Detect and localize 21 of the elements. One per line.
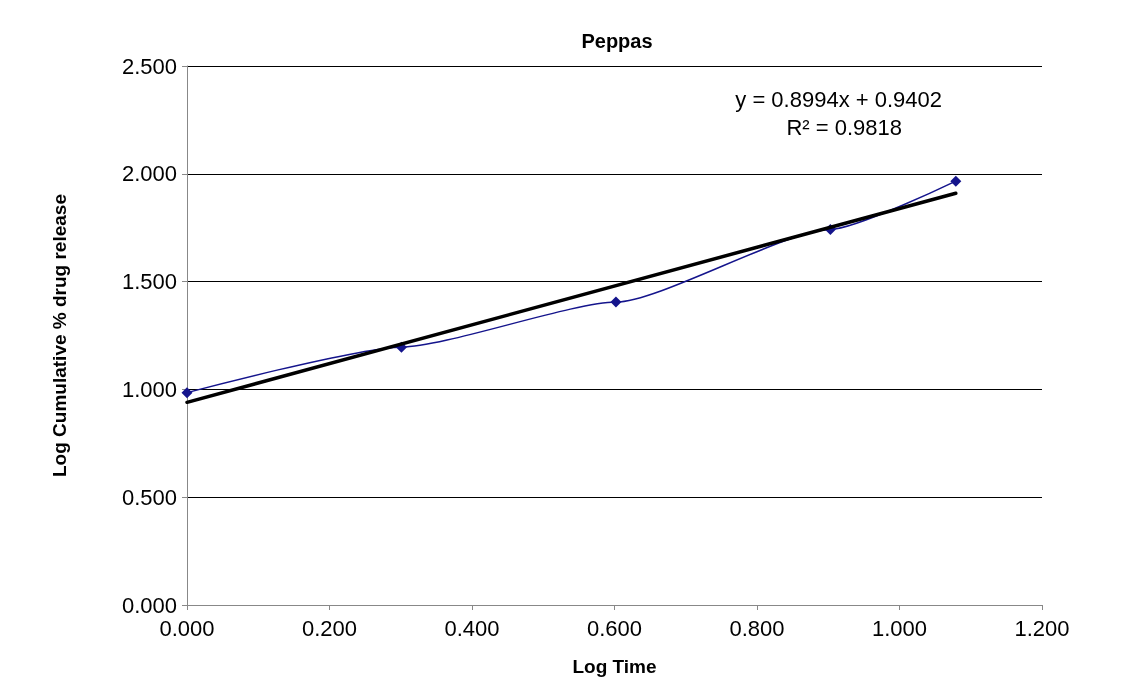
point — [950, 175, 962, 187]
chart-title: Peppas — [581, 30, 653, 52]
y-tick-label: 2.000 — [121, 161, 177, 187]
annotation: y = 0.8994x + 0.9402 — [735, 86, 943, 112]
x-tick-label: 1.000 — [871, 615, 928, 641]
x-tick-label: 0.800 — [729, 615, 785, 641]
y-axis-title: Log Cumulative % drug release — [49, 194, 70, 477]
x-tick-label: 0.000 — [159, 615, 215, 641]
y-tick-label: 0.500 — [121, 484, 177, 510]
y-tick-label: 0.000 — [121, 592, 177, 618]
x-tick-label: 0.200 — [301, 615, 358, 641]
point — [610, 296, 622, 308]
y-tick-label: 2.500 — [121, 53, 177, 79]
annotation: R² = 0.9818 — [786, 114, 902, 140]
y-tick-label: 1.500 — [121, 269, 177, 295]
point — [181, 387, 193, 399]
x-tick-label: 0.600 — [586, 615, 643, 641]
x-tick-label: 1.200 — [1014, 615, 1070, 641]
x-tick-label: 0.400 — [444, 615, 500, 641]
x-axis-title: Log Time — [572, 656, 657, 677]
y-tick-label: 1.000 — [121, 376, 177, 402]
